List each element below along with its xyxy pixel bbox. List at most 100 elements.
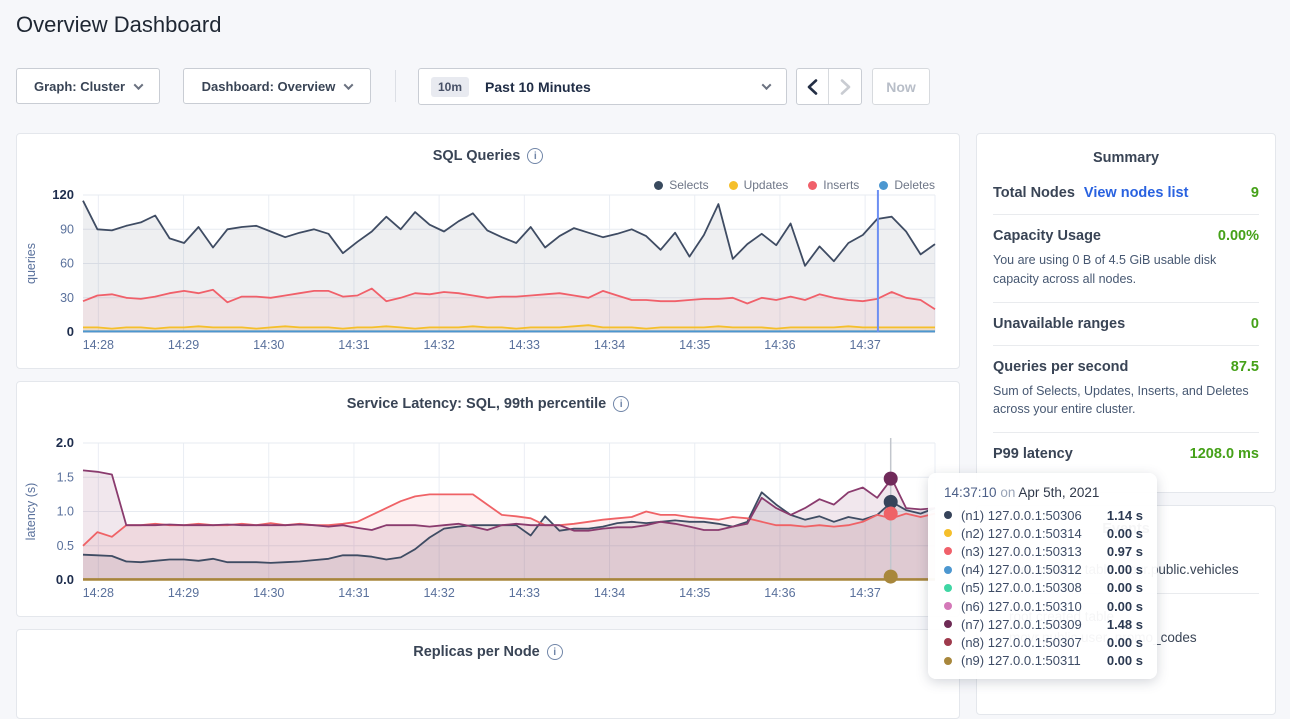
node-color-dot: [944, 583, 952, 592]
chevron-down-icon: [761, 80, 772, 91]
node-color-dot: [944, 565, 952, 574]
summary-row-description: Sum of Selects, Updates, Inserts, and De…: [993, 383, 1249, 417]
tooltip-node-value: 1.14 s: [1106, 507, 1143, 523]
svg-text:14:31: 14:31: [338, 586, 369, 600]
legend-label: Selects: [669, 178, 709, 192]
svg-text:14:37: 14:37: [849, 586, 880, 600]
legend-dot: [879, 180, 889, 190]
svg-text:queries: queries: [24, 243, 38, 284]
tooltip-node-row: (n6) 127.0.0.1:50310 0.00 s: [944, 597, 1143, 615]
service-latency-chart[interactable]: 14:28 14:29 14:30 14:31 14:32 14:33 14:34 14:35…: [17, 434, 959, 614]
info-icon[interactable]: i: [613, 396, 630, 412]
svg-text:latency (s): latency (s): [24, 483, 38, 541]
dashboard-dropdown-label: Dashboard: Overview: [201, 78, 336, 94]
legend-item-selects[interactable]: Selects: [654, 178, 709, 192]
svg-text:0: 0: [67, 324, 74, 339]
replicas-per-node-card: Replicas per Node i: [16, 629, 960, 719]
svg-text:1.5: 1.5: [57, 470, 74, 484]
tooltip-node-label: (n8) 127.0.0.1:50307: [961, 634, 1082, 650]
svg-text:14:29: 14:29: [168, 338, 199, 352]
tooltip-node-row: (n9) 127.0.0.1:50311 0.00 s: [944, 652, 1143, 670]
tooltip-node-row: (n4) 127.0.0.1:50312 0.00 s: [944, 561, 1143, 579]
sql-queries-chart[interactable]: 14:28 14:29 14:30 14:31 14:32 14:33 14:34 14:35…: [17, 186, 959, 366]
summary-row-description: You are using 0 B of 4.5 GiB usable disk…: [993, 253, 1217, 286]
summary-row-value: 1208.0 ms: [1189, 446, 1259, 462]
tooltip-node-label: (n6) 127.0.0.1:50310: [961, 598, 1082, 614]
tooltip-node-row: (n2) 127.0.0.1:50314 0.00 s: [944, 524, 1143, 542]
service-latency-title: Service Latency: SQL, 99th percentile: [346, 396, 607, 412]
svg-text:14:33: 14:33: [509, 586, 540, 600]
svg-text:0.5: 0.5: [57, 539, 74, 553]
divider: [395, 70, 396, 102]
tooltip-node-value: 0.00 s: [1106, 598, 1143, 614]
chevron-down-icon: [343, 79, 354, 90]
node-color-dot: [944, 602, 952, 611]
dashboard-dropdown[interactable]: Dashboard: Overview: [183, 68, 371, 104]
view-nodes-list-link[interactable]: View nodes list: [1083, 185, 1189, 201]
summary-row-value: 0.00%: [1217, 228, 1259, 244]
tooltip-node-value: 0.00 s: [1106, 580, 1143, 596]
svg-text:14:28: 14:28: [83, 586, 114, 600]
svg-text:14:34: 14:34: [594, 586, 625, 600]
time-range-dropdown[interactable]: 10m Past 10 Minutes: [418, 68, 787, 105]
service-latency-card: Service Latency: SQL, 99th percentile i …: [16, 381, 960, 617]
next-time-button[interactable]: [829, 69, 861, 104]
svg-text:60: 60: [60, 257, 74, 271]
summary-row-label: Queries per second: [993, 358, 1129, 375]
legend-item-updates[interactable]: Updates: [728, 178, 789, 192]
svg-text:2.0: 2.0: [56, 435, 74, 450]
time-nav-group: [796, 68, 862, 105]
tooltip-node-row: (n8) 127.0.0.1:50307 0.00 s: [944, 633, 1143, 651]
svg-text:1.0: 1.0: [57, 505, 74, 519]
now-button[interactable]: Now: [872, 68, 930, 105]
info-icon[interactable]: i: [546, 644, 563, 660]
tooltip-node-row: (n3) 127.0.0.1:50313 0.97 s: [944, 542, 1143, 560]
node-color-dot: [944, 547, 952, 556]
chevron-down-icon: [133, 79, 144, 90]
summary-row-value: 9: [1250, 185, 1259, 201]
svg-text:14:37: 14:37: [849, 338, 880, 352]
tooltip-node-row: (n1) 127.0.0.1:50306 1.14 s: [944, 506, 1143, 524]
tooltip-node-value: 0.00 s: [1106, 653, 1143, 669]
node-color-dot: [944, 511, 952, 520]
svg-text:90: 90: [60, 222, 74, 236]
summary-row-value: 0: [1250, 315, 1259, 332]
tooltip-node-label: (n3) 127.0.0.1:50313: [961, 543, 1082, 559]
chevron-left-icon: [807, 78, 818, 95]
svg-text:14:32: 14:32: [423, 338, 454, 352]
summary-row: Capacity Usage 0.00% You are using 0 B of …: [993, 214, 1259, 302]
svg-text:0.0: 0.0: [56, 572, 74, 587]
prev-time-button[interactable]: [797, 69, 829, 104]
svg-text:14:33: 14:33: [509, 338, 540, 352]
svg-text:14:31: 14:31: [338, 338, 369, 352]
svg-text:14:29: 14:29: [168, 586, 199, 600]
svg-text:14:32: 14:32: [423, 586, 454, 600]
graph-dropdown[interactable]: Graph: Cluster: [16, 68, 160, 104]
legend-item-deletes[interactable]: Deletes: [879, 178, 935, 192]
legend-dot: [654, 180, 664, 190]
svg-text:14:35: 14:35: [679, 338, 710, 352]
tooltip-node-label: (n9) 127.0.0.1:50311: [961, 653, 1081, 669]
node-color-dot: [944, 656, 952, 665]
info-icon[interactable]: i: [527, 148, 544, 164]
replicas-per-node-title: Replicas per Node: [413, 644, 540, 660]
node-color-dot: [944, 529, 952, 538]
tooltip-timestamp: 14:37:10 on Apr 5th, 2021: [944, 485, 1100, 500]
summary-row: Total Nodes View nodes list 9: [993, 172, 1259, 214]
summary-title: Summary: [1092, 150, 1160, 166]
node-color-dot: [944, 638, 952, 647]
tooltip-node-label: (n2) 127.0.0.1:50314: [961, 525, 1082, 541]
tooltip-node-label: (n7) 127.0.0.1:50309: [961, 616, 1082, 632]
summary-row-label: Capacity Usage: [993, 228, 1101, 244]
legend-label: Updates: [743, 178, 789, 192]
tooltip-node-row: (n7) 127.0.0.1:50309 1.48 s: [944, 615, 1143, 633]
tooltip-node-label: (n5) 127.0.0.1:50308: [961, 580, 1082, 596]
legend-item-inserts[interactable]: Inserts: [808, 178, 859, 192]
legend-label: Deletes: [894, 178, 935, 192]
legend-dot: [728, 180, 738, 190]
time-range-badge: 10m: [431, 76, 470, 97]
summary-row-label: Total Nodes: [993, 185, 1075, 201]
summary-row: P99 latency 1208.0 ms: [993, 432, 1259, 475]
chevron-right-icon: [840, 78, 850, 95]
svg-text:14:36: 14:36: [764, 586, 795, 600]
